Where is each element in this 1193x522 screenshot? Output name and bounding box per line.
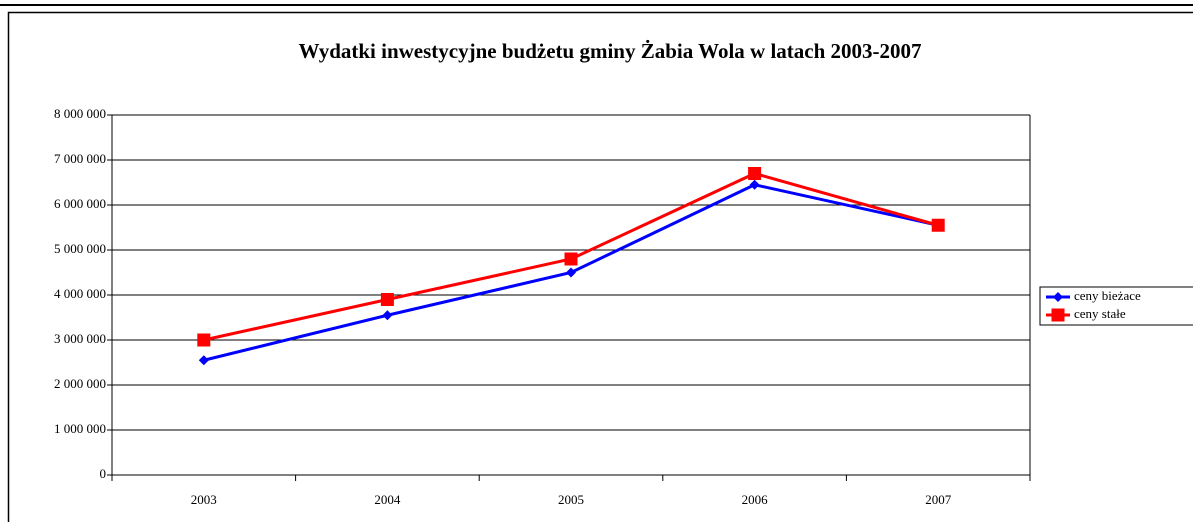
- x-tick-label: 2006: [742, 492, 769, 507]
- legend-label: ceny stałe: [1074, 306, 1126, 321]
- frame: [7, 11, 1193, 522]
- y-tick-label: 5 000 000: [54, 241, 106, 256]
- data-point: [382, 310, 393, 321]
- chart-title: Wydatki inwestycyjne budżetu gminy Żabia…: [298, 39, 921, 63]
- data-point: [566, 267, 576, 278]
- legend-marker: [1053, 292, 1063, 302]
- y-tick-label: 1 000 000: [54, 421, 106, 436]
- x-tick-label: 2003: [191, 492, 217, 507]
- y-tick-label: 0: [100, 466, 107, 481]
- data-point: [198, 355, 209, 366]
- legend-marker: [1051, 308, 1065, 322]
- legend-box: [1039, 286, 1193, 326]
- y-tick-label: 6 000 000: [54, 196, 106, 211]
- data-point: [748, 167, 762, 180]
- y-tick-label: 4 000 000: [54, 286, 106, 301]
- y-tick-label: 8 000 000: [54, 106, 106, 121]
- x-tick-label: 2004: [374, 492, 401, 507]
- x-tick-label: 2005: [558, 492, 584, 507]
- y-tick-label: 3 000 000: [54, 331, 106, 346]
- data-point: [197, 333, 211, 347]
- data-point: [380, 293, 394, 306]
- x-tick-label: 2007: [925, 492, 952, 507]
- y-tick-label: 2 000 000: [54, 376, 106, 391]
- y-tick-label: 7 000 000: [54, 151, 106, 166]
- data-point: [749, 179, 760, 190]
- data-point: [564, 252, 578, 266]
- legend-label: ceny bieżace: [1074, 288, 1141, 303]
- data-point: [931, 218, 945, 232]
